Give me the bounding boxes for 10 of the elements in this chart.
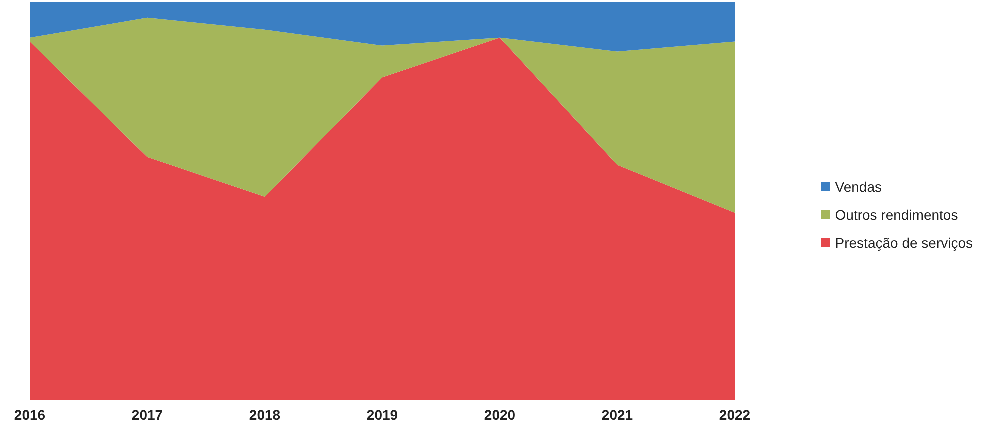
x-tick-label: 2017: [132, 407, 164, 423]
x-tick-label: 2020: [484, 407, 516, 423]
x-tick-label: 2022: [719, 407, 751, 423]
x-tick-label: 2021: [602, 407, 634, 423]
x-tick-label: 2019: [366, 407, 398, 423]
x-tick-label: 2018: [249, 407, 281, 423]
x-tick-label: 2016: [14, 407, 46, 423]
legend-label: Prestação de serviços: [835, 235, 974, 251]
legend-label: Outros rendimentos: [835, 207, 958, 223]
legend-label: Vendas: [835, 179, 882, 195]
